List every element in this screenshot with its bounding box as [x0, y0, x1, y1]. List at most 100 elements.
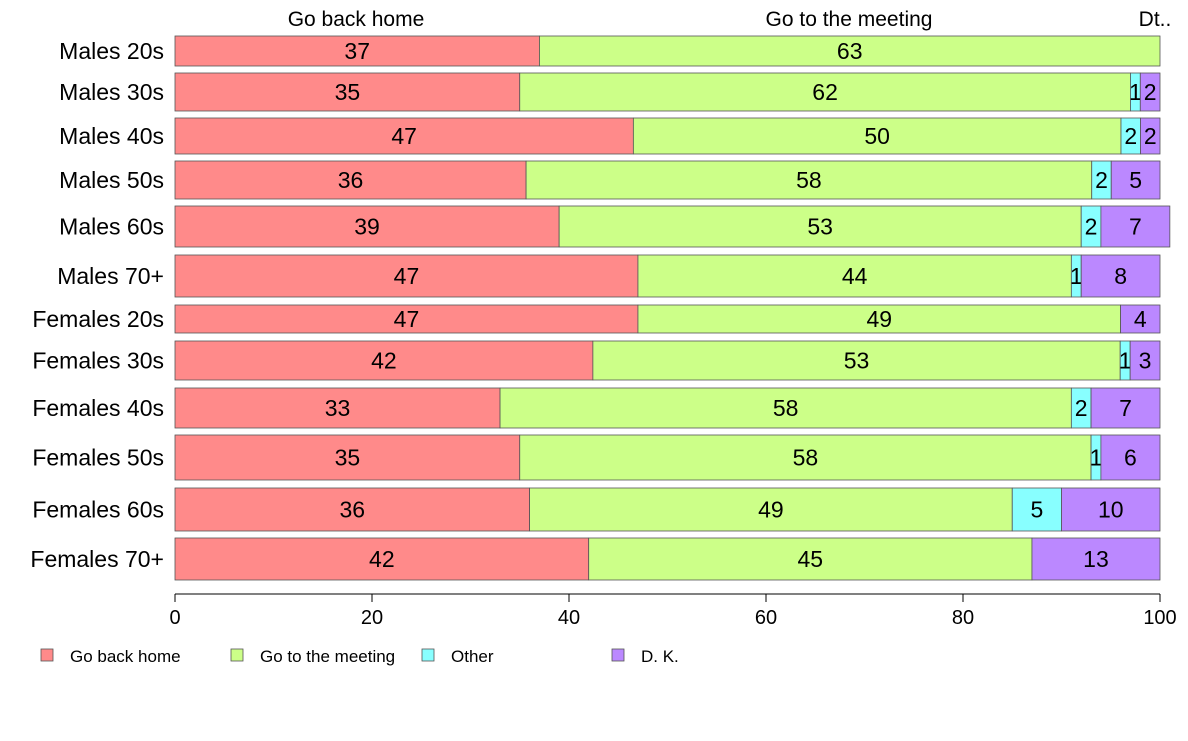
bar-row: 47 50 2 2	[174, 117, 1161, 155]
data-label: 42	[371, 348, 397, 374]
bar-segment	[637, 254, 1072, 298]
data-label: 50	[864, 123, 890, 149]
bar-segment	[1110, 160, 1161, 200]
bar-segment	[174, 254, 639, 298]
data-label: 1	[1090, 445, 1103, 471]
legend-item: Go to the meeting	[230, 647, 395, 666]
bar-row: 42 53 1 3	[174, 340, 1161, 381]
data-label: 2	[1095, 167, 1108, 193]
category-label: Males 20s	[59, 38, 164, 64]
legend-swatch	[421, 648, 435, 662]
category-label: Males 50s	[59, 167, 164, 193]
bar-segment	[174, 340, 594, 381]
top-label: Go back home	[288, 8, 425, 31]
legend-label: Go back home	[70, 647, 181, 666]
bar-segment	[637, 304, 1122, 334]
bar-segment	[519, 72, 1131, 112]
x-tick-label: 40	[558, 607, 580, 629]
x-tick-label: 60	[755, 607, 777, 629]
data-label: 44	[842, 263, 868, 289]
category-label: Females 40s	[32, 395, 164, 421]
x-tick-label: 0	[169, 607, 180, 629]
data-label: 13	[1083, 546, 1109, 572]
category-label: Males 30s	[59, 79, 164, 105]
bar-row: 47 49 4	[174, 304, 1161, 334]
data-label: 35	[335, 79, 361, 105]
data-label: 4	[1134, 306, 1147, 332]
bar-segment	[1011, 487, 1062, 532]
bar-row: 39 53 2 7	[174, 205, 1171, 248]
data-label: 2	[1075, 395, 1088, 421]
category-label: Females 30s	[32, 348, 164, 374]
data-label: 3	[1139, 348, 1152, 374]
bar-row: 35 62 1 2	[174, 72, 1161, 112]
data-label: 58	[773, 395, 799, 421]
data-label: 49	[758, 497, 784, 523]
data-label: 1	[1070, 263, 1083, 289]
bar-segment	[174, 35, 540, 67]
bar-row: 47 44 1 8	[174, 254, 1161, 298]
bar-segment	[1031, 537, 1161, 581]
data-label: 6	[1124, 445, 1137, 471]
legend-item: Other	[421, 647, 494, 666]
data-label: 33	[325, 395, 351, 421]
data-label: 47	[394, 306, 420, 332]
top-labels: Go back home Go to the meeting Dt..	[288, 8, 1172, 31]
bar-segment	[539, 35, 1161, 67]
bar-segment	[558, 205, 1082, 248]
data-label: 62	[812, 79, 838, 105]
bar-row: 36 58 2 5	[174, 160, 1161, 200]
bar-row: 37 63	[174, 35, 1161, 67]
bar-segment	[1100, 205, 1171, 248]
category-label: Males 60s	[59, 214, 164, 240]
bar-segment	[519, 434, 1092, 481]
category-label: Females 50s	[32, 445, 164, 471]
legend-swatch	[611, 648, 625, 662]
bar-segment	[1080, 254, 1161, 298]
bar-segment	[499, 387, 1072, 429]
bar-row: 36 49 5 10	[174, 487, 1161, 532]
bar-segment	[1129, 340, 1161, 381]
legend-swatch	[40, 648, 54, 662]
data-label: 2	[1144, 79, 1157, 105]
legend-item: D. K.	[611, 647, 679, 666]
data-label: 7	[1119, 395, 1132, 421]
data-label: 2	[1085, 214, 1098, 240]
data-label: 47	[394, 263, 420, 289]
bar-segment	[529, 487, 1013, 532]
category-label: Females 60s	[32, 497, 164, 523]
data-label: 2	[1144, 123, 1157, 149]
data-label: 1	[1129, 79, 1142, 105]
data-label: 35	[335, 445, 361, 471]
data-label: 58	[796, 167, 822, 193]
bar-segment	[525, 160, 1093, 200]
data-label: 8	[1114, 263, 1127, 289]
data-label: 2	[1124, 123, 1137, 149]
data-label: 42	[369, 546, 395, 572]
data-label: 37	[344, 38, 370, 64]
data-label: 36	[340, 497, 366, 523]
bar-segment	[174, 304, 639, 334]
bar-segment	[174, 117, 634, 155]
category-label: Females 70+	[30, 546, 164, 572]
data-label: 53	[807, 214, 833, 240]
legend-label: Other	[451, 647, 494, 666]
category-label: Females 20s	[32, 306, 164, 332]
bar-segment	[1090, 387, 1161, 429]
category-labels: Males 20s Males 30s Males 40s Males 50s Male…	[30, 38, 164, 572]
top-label: Dt..	[1139, 8, 1172, 31]
data-label: 58	[793, 445, 819, 471]
x-tick-label: 20	[361, 607, 383, 629]
bar-segment	[174, 387, 501, 429]
legend-item: Go back home	[40, 647, 181, 666]
bar-row: 42 45 13	[174, 537, 1161, 581]
bar-segment	[1120, 304, 1161, 334]
data-label: 10	[1098, 497, 1124, 523]
category-label: Males 40s	[59, 123, 164, 149]
x-tick-label: 100	[1143, 607, 1176, 629]
data-label: 39	[354, 214, 380, 240]
bar-segment	[174, 434, 521, 481]
